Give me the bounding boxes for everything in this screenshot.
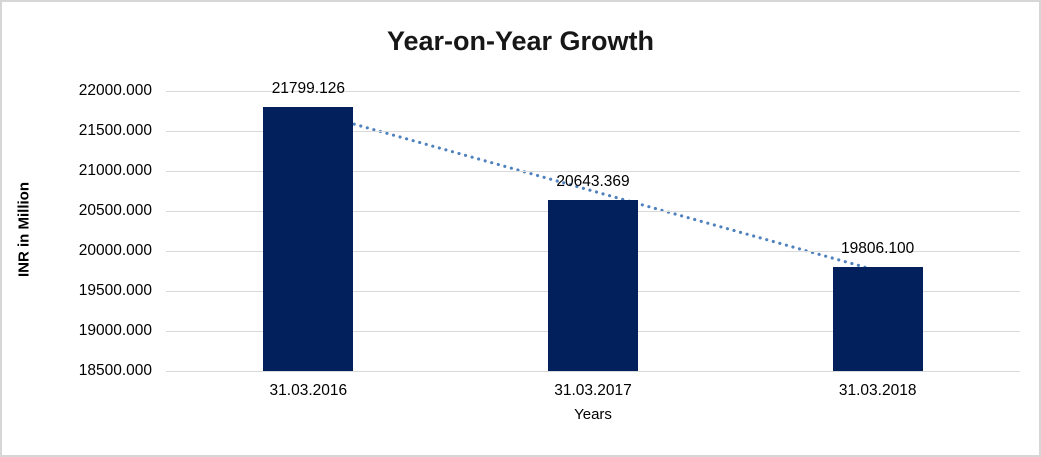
y-tick-label: 20500.000 [78, 202, 152, 219]
y-axis-title: INR in Million [15, 182, 33, 277]
gridline [166, 131, 1020, 132]
chart-title: Year-on-Year Growth [386, 26, 655, 56]
y-tick-label: 21000.000 [78, 162, 152, 179]
gridline [166, 371, 1020, 372]
y-tick-label: 19000.000 [78, 322, 152, 339]
x-axis-title: Years [574, 406, 612, 423]
x-tick-label: 31.03.2018 [838, 382, 917, 399]
y-tick-label: 19500.000 [78, 282, 152, 299]
bar-31.03.2016 [263, 107, 354, 371]
y-tick-label: 18500.000 [78, 362, 152, 379]
data-label: 20643.369 [556, 172, 630, 190]
x-tick-label: 31.03.2016 [269, 382, 348, 399]
bar-31.03.2017 [548, 199, 638, 371]
y-tick-label: 22000.000 [78, 82, 152, 99]
y-tick-label: 21500.000 [78, 122, 152, 139]
bar-31.03.2018 [832, 266, 923, 371]
data-label: 19806.100 [841, 239, 915, 257]
gridline [166, 91, 1020, 92]
data-label: 21799.126 [271, 80, 345, 98]
y-tick-label: 20000.000 [78, 242, 152, 259]
x-tick-label: 31.03.2017 [554, 382, 632, 399]
gridline [166, 171, 1020, 172]
